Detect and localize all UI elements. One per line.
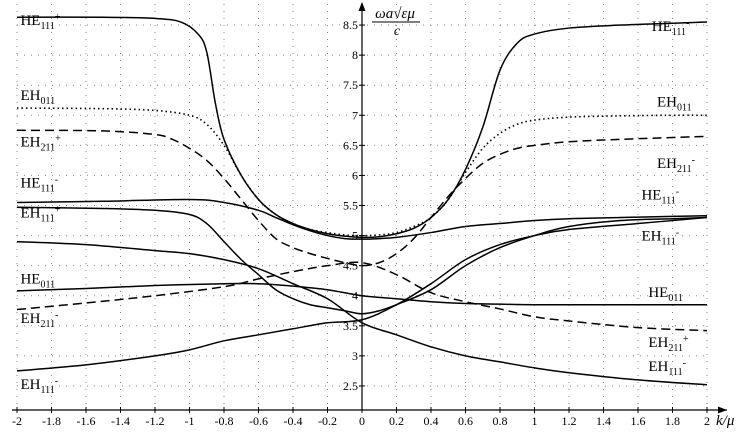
x-tick-label: 0.8 [493,414,508,428]
series-group [16,16,708,386]
x-tick-label: 0.2 [389,414,404,428]
y-tick-label: 7.5 [343,78,358,92]
y-tick-label: 4 [352,289,358,303]
series-line-8 [16,240,708,386]
series-line-6 [16,261,708,332]
x-tick-label: 1.6 [631,414,646,428]
mode-label-he011_right: HE011 [648,285,683,304]
mode-label-eh111m_right2: EH111- [648,358,686,378]
tick-labels: -2 -1.8 -1.6 -1.4 -1.2 -1 -0.8 -0.6 -0.4 -0.2 0 0.2… [12,18,710,428]
y-axis-label-denominator: c [394,24,401,39]
y-tick-label: 6.5 [343,138,358,152]
x-tick-label: 1.8 [665,414,680,428]
mode-label-eh211m_left: EH211- [20,310,58,330]
mode-label-eh011_left: EH011 [20,88,55,107]
x-tick-label: -2 [12,414,22,428]
x-tick-label: 0 [359,414,365,428]
x-tick-label: -1.4 [111,414,130,428]
x-tick-label: 2 [704,414,710,428]
mode-label-eh211p_right: EH211+ [648,334,689,354]
x-tick-label: -1 [185,414,195,428]
y-tick-label: 4.5 [343,259,358,273]
x-axis-arrow [718,406,727,414]
mode-label-he111m_left: HE111- [20,174,58,194]
grid [16,4,708,410]
mode-label-eh111m_left: EH111- [20,376,58,396]
mode-label-he111m_right: HE111- [652,18,690,38]
x-tick-label: -1.6 [77,414,96,428]
mode-labels: HE111+ EH011 EH211+ HE111- EH111+ HE011 EH211-… [20,12,695,396]
x-tick-label: 0.6 [458,414,473,428]
y-tick-label: 6 [352,168,358,182]
x-tick-label: 1.2 [562,414,577,428]
series-line-3 [16,198,708,240]
y-tick-label: 8 [352,48,358,62]
x-tick-label: -0.6 [249,414,268,428]
x-tick-label: -1.8 [42,414,61,428]
y-tick-label: 7 [352,108,358,122]
x-tick-label: -0.2 [318,414,337,428]
y-tick-label: 3.5 [343,319,358,333]
y-tick-label: 8.5 [343,18,358,32]
axes [12,2,727,414]
series-line-7 [16,216,708,372]
mode-label-he111m_right2: HE111- [641,186,679,206]
x-tick-label: -1.2 [146,414,165,428]
mode-label-eh111m_right: EH111- [641,227,679,247]
mode-label-eh211_right: EH211- [657,155,695,175]
y-axis-arrow [358,2,366,11]
mode-label-eh211p_left: EH211+ [20,134,61,154]
mode-label-he011_left: HE011 [20,272,55,291]
mode-label-eh011_right: EH011 [657,94,692,113]
mode-label-eh111p_left: EH111+ [20,205,60,225]
y-axis-label: ωa√εμ c [372,6,420,39]
x-axis-label: k/μ [716,413,735,429]
mode-label-he111p_left: HE111+ [20,12,60,32]
x-tick-label: -0.4 [284,414,303,428]
y-tick-label: 3 [352,349,358,363]
x-tick-label: -0.8 [215,414,234,428]
x-tick-label: 1.4 [596,414,611,428]
y-tick-label: 5 [352,229,358,243]
x-tick-label: 0.4 [424,414,439,428]
y-tick-label: 5.5 [343,198,358,212]
y-tick-label: 2.5 [343,379,358,393]
series-line-0 [16,16,708,239]
x-tick-label: 1 [532,414,538,428]
y-axis-label-numerator: ωa√εμ [375,6,415,22]
